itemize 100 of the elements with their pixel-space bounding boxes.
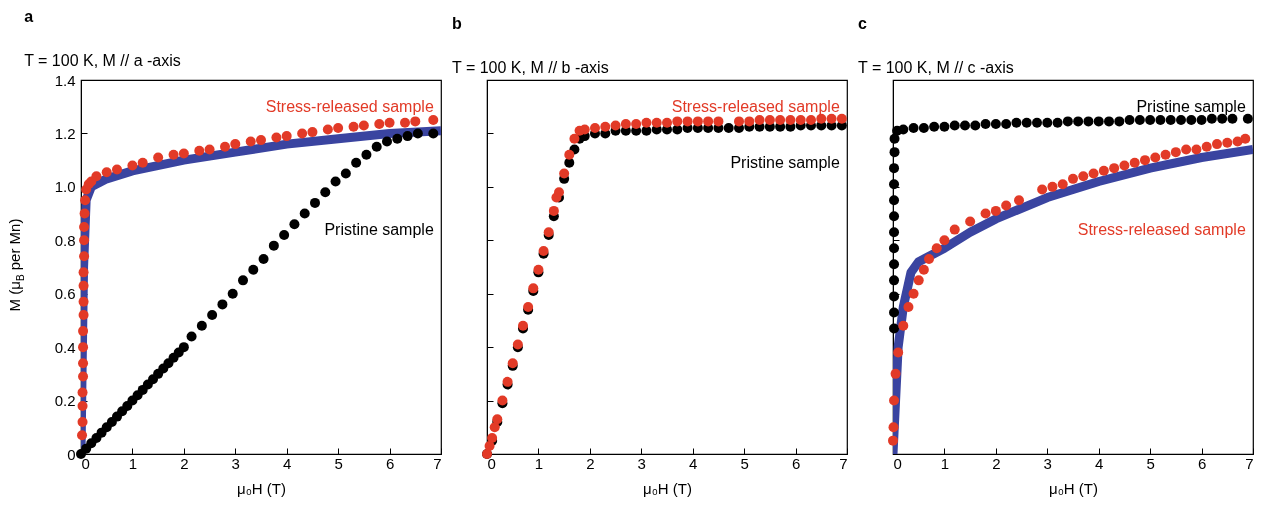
point xyxy=(931,243,942,254)
point xyxy=(310,197,320,208)
x-tick-label: 5 xyxy=(1146,454,1155,472)
point xyxy=(1181,144,1192,155)
point xyxy=(230,139,241,150)
point xyxy=(258,254,269,264)
x-tick-label: 5 xyxy=(334,454,343,472)
point xyxy=(178,342,189,353)
point xyxy=(889,195,900,206)
x-tick-label: 6 xyxy=(1197,454,1207,472)
chart-subtitle: T = 100 K, M // b -axis xyxy=(452,58,609,76)
point xyxy=(400,117,410,128)
point xyxy=(79,235,90,246)
point xyxy=(1212,139,1222,150)
point xyxy=(320,187,331,198)
point xyxy=(77,387,88,398)
point xyxy=(898,320,909,331)
point xyxy=(1145,115,1156,126)
point xyxy=(590,123,600,134)
point xyxy=(889,275,900,286)
point xyxy=(723,123,734,134)
point xyxy=(889,395,900,406)
point xyxy=(600,121,611,132)
point xyxy=(79,208,90,219)
point xyxy=(245,136,256,147)
point xyxy=(1222,137,1233,148)
point xyxy=(1114,116,1125,127)
point xyxy=(888,435,898,446)
point xyxy=(980,208,991,219)
point xyxy=(889,179,900,190)
x-tick-label: 4 xyxy=(1095,454,1104,472)
point xyxy=(412,128,423,139)
point xyxy=(1001,200,1012,211)
x-tick-label: 3 xyxy=(1043,454,1052,472)
point xyxy=(913,275,924,286)
point xyxy=(754,115,765,126)
point xyxy=(1062,116,1073,127)
point xyxy=(918,123,929,134)
point xyxy=(889,307,900,318)
chart-title: b xyxy=(452,14,462,32)
point xyxy=(428,115,439,126)
point xyxy=(1201,141,1212,152)
point xyxy=(889,243,900,254)
point xyxy=(898,124,909,135)
point xyxy=(307,127,318,138)
point xyxy=(641,117,652,128)
point xyxy=(990,205,1001,216)
point xyxy=(949,224,960,235)
point xyxy=(631,119,642,130)
point xyxy=(1134,115,1145,126)
point xyxy=(1083,116,1094,127)
x-tick-label: 2 xyxy=(586,454,595,472)
point xyxy=(569,133,580,144)
series-label: Stress-released sample xyxy=(265,97,434,115)
series-label: Pristine sample xyxy=(324,221,434,239)
point xyxy=(384,117,395,128)
point xyxy=(1242,113,1253,124)
point xyxy=(1032,117,1042,128)
point xyxy=(484,441,495,451)
x-tick-label: 0 xyxy=(81,454,90,472)
point xyxy=(1186,115,1197,126)
point xyxy=(939,121,950,132)
y-tick-label: 0.6 xyxy=(54,285,76,303)
point xyxy=(112,164,122,175)
point xyxy=(80,195,91,206)
point xyxy=(227,288,238,299)
point xyxy=(91,171,102,182)
point xyxy=(889,163,900,174)
point xyxy=(1011,117,1022,128)
point xyxy=(806,115,816,126)
point xyxy=(204,144,215,155)
point xyxy=(564,149,575,160)
point xyxy=(1160,149,1171,160)
point xyxy=(548,205,559,216)
point xyxy=(893,347,904,358)
point xyxy=(1170,147,1181,158)
point xyxy=(79,221,90,232)
y-tick-label: 0.2 xyxy=(54,392,76,410)
point xyxy=(217,299,228,310)
series-label: Pristine sample xyxy=(730,153,840,171)
point xyxy=(918,264,929,275)
point xyxy=(662,117,672,128)
point xyxy=(949,120,960,131)
point xyxy=(692,116,703,127)
point xyxy=(330,176,341,187)
point xyxy=(351,157,362,168)
point xyxy=(889,133,900,144)
point xyxy=(1014,195,1024,206)
point xyxy=(970,120,981,131)
point xyxy=(734,116,744,127)
point xyxy=(248,264,259,275)
point xyxy=(1021,117,1032,128)
point xyxy=(1078,171,1089,182)
series-label: Pristine sample xyxy=(1136,97,1246,115)
point xyxy=(78,296,89,307)
point xyxy=(960,120,970,131)
x-tick-label: 3 xyxy=(231,454,240,472)
point xyxy=(428,128,439,139)
chart-title: c xyxy=(858,14,867,32)
point xyxy=(1098,165,1109,176)
